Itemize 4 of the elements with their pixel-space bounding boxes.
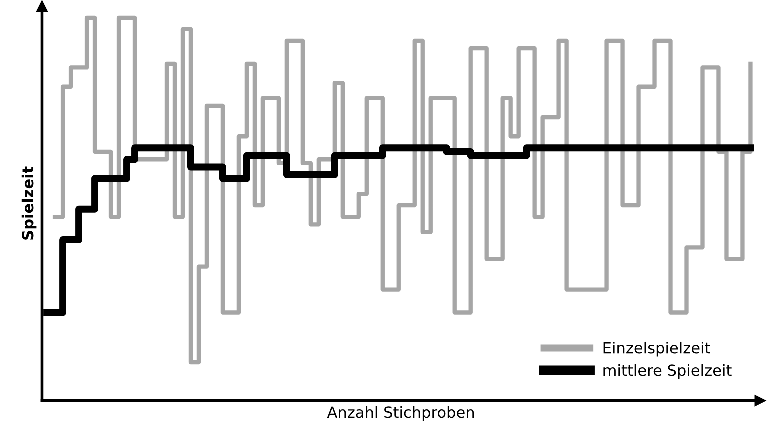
legend-label: mittlere Spielzeit — [604, 364, 732, 380]
legend-label: Einzelspielzeit — [604, 342, 710, 357]
y-axis-title: Spielzeit — [22, 166, 37, 240]
x-axis-title: Anzahl Stichproben — [327, 406, 474, 422]
